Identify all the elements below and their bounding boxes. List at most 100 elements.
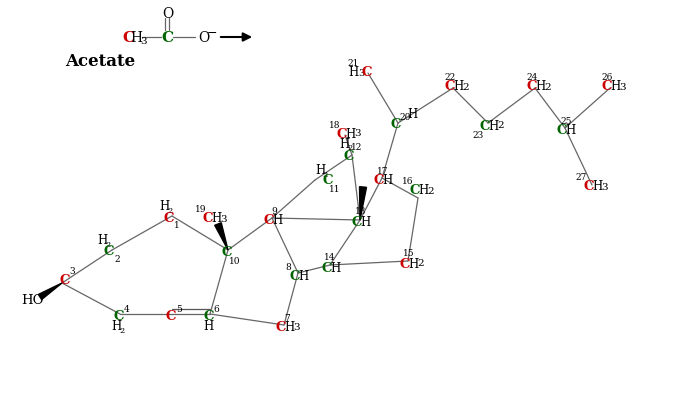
Text: H: H (111, 320, 121, 333)
Text: H: H (360, 216, 370, 229)
Text: C: C (322, 261, 332, 274)
Text: 2: 2 (114, 255, 120, 264)
Text: H: H (453, 80, 463, 93)
Text: C: C (480, 119, 490, 132)
Text: 22: 22 (444, 72, 455, 81)
Text: 4: 4 (124, 305, 130, 314)
Text: 15: 15 (403, 249, 415, 258)
Text: C: C (275, 321, 286, 334)
Text: 17: 17 (377, 166, 389, 175)
Text: H: H (97, 234, 107, 247)
Text: H: H (284, 321, 294, 334)
Text: H: H (159, 200, 169, 213)
Text: H: H (488, 119, 498, 132)
Text: 3: 3 (355, 129, 361, 138)
Text: H: H (345, 127, 355, 140)
Text: 2: 2 (498, 121, 504, 130)
Text: 25: 25 (561, 116, 572, 125)
Text: C: C (400, 257, 410, 270)
Text: 2: 2 (463, 82, 469, 91)
Text: C: C (602, 80, 612, 93)
Text: O: O (163, 7, 174, 21)
Text: 27: 27 (575, 172, 587, 181)
Text: C: C (584, 180, 594, 193)
Text: 2: 2 (322, 171, 327, 178)
Text: 14: 14 (325, 253, 336, 262)
Text: 3: 3 (293, 323, 300, 332)
Text: 16: 16 (402, 177, 414, 186)
Text: H: H (610, 80, 620, 93)
Text: 5: 5 (176, 305, 182, 314)
Text: C: C (203, 212, 213, 225)
Text: C: C (445, 80, 455, 93)
Text: 1: 1 (174, 221, 180, 230)
Text: H: H (211, 212, 221, 225)
Polygon shape (38, 283, 62, 300)
Text: 6: 6 (213, 305, 219, 314)
Text: 2: 2 (105, 240, 111, 248)
Text: 9: 9 (271, 206, 277, 215)
Text: −: − (207, 26, 217, 39)
Text: 18: 18 (329, 120, 340, 129)
Text: Acetate: Acetate (65, 53, 135, 70)
Text: H: H (130, 31, 142, 45)
Text: C: C (337, 127, 347, 140)
Text: C: C (557, 124, 567, 137)
Text: C: C (203, 310, 215, 323)
Text: H: H (298, 269, 308, 282)
Text: 10: 10 (229, 256, 241, 265)
Text: H: H (535, 80, 545, 93)
Text: 3: 3 (358, 68, 364, 77)
Text: 11: 11 (329, 185, 340, 194)
Text: C: C (166, 310, 176, 323)
Text: C: C (290, 269, 300, 282)
Text: H: H (272, 214, 282, 227)
Text: 3: 3 (221, 214, 227, 223)
Text: H: H (418, 184, 428, 197)
Text: 20: 20 (399, 112, 410, 121)
Text: 8: 8 (285, 262, 291, 271)
Text: 24: 24 (527, 72, 538, 81)
Text: C: C (410, 184, 420, 197)
Text: C: C (322, 174, 334, 187)
Text: C: C (221, 246, 233, 259)
Text: C: C (104, 245, 114, 258)
Text: 3: 3 (620, 82, 626, 91)
Text: C: C (352, 216, 362, 229)
Text: 2: 2 (428, 186, 435, 195)
Text: 2: 2 (545, 82, 552, 91)
Text: C: C (264, 214, 274, 227)
Text: C: C (164, 211, 174, 224)
Text: 13: 13 (355, 207, 367, 216)
Text: 2: 2 (120, 326, 125, 334)
Text: 2: 2 (347, 144, 353, 152)
Text: C: C (344, 149, 354, 162)
Text: 26: 26 (601, 72, 612, 81)
Text: C: C (161, 31, 173, 45)
Text: H: H (339, 137, 349, 150)
Text: O: O (199, 31, 210, 45)
Text: HO: HO (21, 294, 43, 307)
Text: H: H (330, 261, 340, 274)
Text: 23: 23 (473, 130, 484, 139)
Text: C: C (362, 66, 372, 79)
Text: C: C (527, 80, 537, 93)
Text: C: C (374, 174, 384, 187)
Text: H: H (315, 164, 325, 177)
Text: 19: 19 (195, 204, 207, 213)
Text: C: C (113, 310, 125, 323)
Text: 12: 12 (352, 142, 363, 151)
Text: H: H (565, 124, 575, 137)
Text: 2: 2 (167, 206, 172, 214)
Text: 21: 21 (347, 58, 358, 67)
Text: H: H (408, 257, 418, 270)
Text: H: H (407, 107, 417, 120)
Text: H: H (382, 174, 392, 187)
Text: C: C (391, 118, 401, 131)
Text: C: C (122, 31, 134, 45)
Text: 3: 3 (601, 182, 608, 191)
Text: H: H (348, 66, 358, 79)
Text: H: H (592, 180, 602, 193)
Text: 3: 3 (69, 267, 75, 276)
Text: C: C (60, 273, 71, 286)
